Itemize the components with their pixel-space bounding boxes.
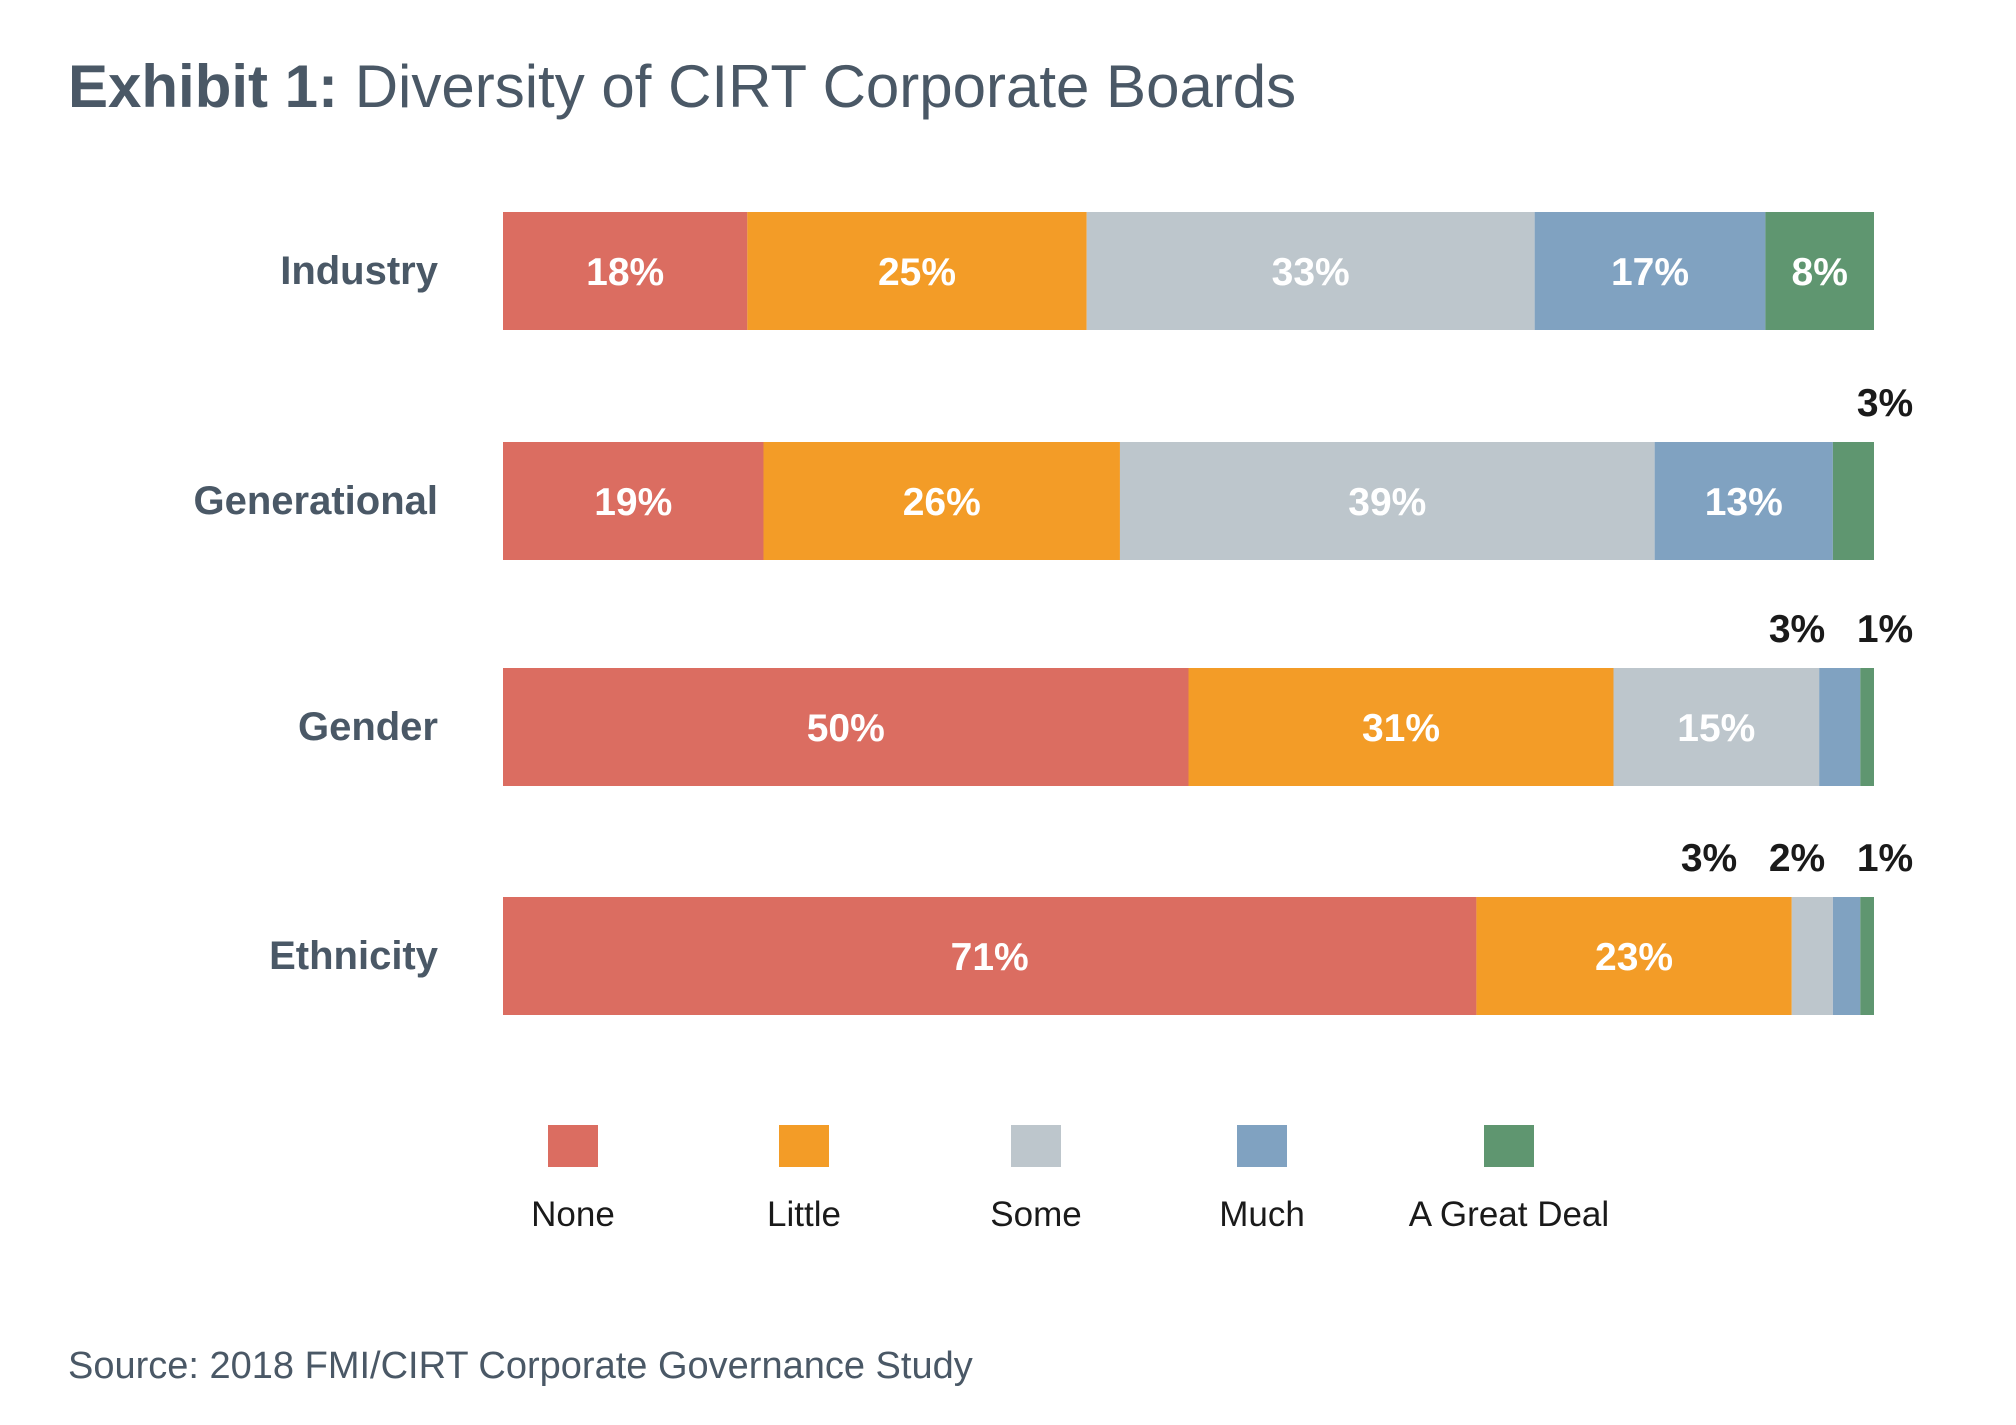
- value-label-industry-much: 17%: [1611, 251, 1689, 294]
- legend-swatch-none: [548, 1125, 598, 1167]
- value-label-gender-some: 15%: [1677, 707, 1755, 750]
- value-label-ethnicity-little: 23%: [1595, 936, 1673, 979]
- bar-generational-none: [503, 442, 764, 560]
- legend-label-little: Little: [767, 1195, 841, 1234]
- value-label-industry-little: 25%: [878, 251, 956, 294]
- bar-generational-some: [1119, 442, 1655, 560]
- chart-title: Exhibit 1: Diversity of CIRT Corporate B…: [68, 52, 1296, 121]
- value-label-generational-much: 13%: [1705, 481, 1783, 524]
- bar-industry-little: [747, 212, 1087, 330]
- value-label-industry-none: 18%: [586, 251, 664, 294]
- value-label-ethnicity-none: 71%: [951, 936, 1029, 979]
- bar-generational-little: [763, 442, 1120, 560]
- category-label-gender: Gender: [298, 705, 438, 749]
- bar-ethnicity-none: [503, 897, 1477, 1015]
- legend-label-a-great-deal: A Great Deal: [1409, 1195, 1609, 1234]
- value-label-gender-a-great-deal: 1%: [1857, 608, 1913, 651]
- bar-ethnicity-some: [1791, 897, 1833, 1015]
- legend-label-some: Some: [990, 1195, 1081, 1234]
- value-label-industry-a-great-deal: 8%: [1792, 251, 1848, 294]
- bar-ethnicity-little: [1476, 897, 1792, 1015]
- bar-gender-none: [503, 668, 1189, 786]
- legend-label-none: None: [531, 1195, 615, 1234]
- value-label-gender-little: 31%: [1362, 707, 1440, 750]
- value-label-gender-none: 50%: [807, 707, 885, 750]
- bar-gender-little: [1188, 668, 1614, 786]
- value-label-ethnicity-some: 3%: [1681, 837, 1737, 880]
- legend-swatch-much: [1237, 1125, 1287, 1167]
- category-label-industry: Industry: [280, 249, 439, 293]
- bar-generational-much: [1654, 442, 1833, 560]
- value-label-ethnicity-much: 2%: [1769, 837, 1825, 880]
- source-note: Source: 2018 FMI/CIRT Corporate Governan…: [68, 1345, 973, 1387]
- legend-swatch-little: [779, 1125, 829, 1167]
- category-label-generational: Generational: [193, 479, 438, 523]
- bar-industry-none: [503, 212, 748, 330]
- value-label-generational-little: 26%: [903, 481, 981, 524]
- value-label-industry-some: 33%: [1272, 251, 1350, 294]
- value-label-generational-none: 19%: [594, 481, 672, 524]
- bar-gender-much: [1819, 668, 1861, 786]
- chart-title-lead: Exhibit 1:: [68, 53, 339, 120]
- value-label-gender-much: 3%: [1769, 608, 1825, 651]
- bar-gender-a-great-deal: [1860, 668, 1874, 786]
- chart-title-text: Diversity of CIRT Corporate Boards: [354, 53, 1297, 120]
- bar-industry-much: [1534, 212, 1766, 330]
- legend-swatch-some: [1011, 1125, 1061, 1167]
- legend-swatch-a-great-deal: [1484, 1125, 1534, 1167]
- value-label-generational-some: 39%: [1348, 481, 1426, 524]
- bar-gender-some: [1613, 668, 1820, 786]
- bar-industry-a-great-deal: [1765, 212, 1874, 330]
- bar-generational-a-great-deal: [1832, 442, 1874, 560]
- value-label-generational-a-great-deal: 3%: [1857, 382, 1913, 425]
- bar-industry-some: [1086, 212, 1535, 330]
- bar-ethnicity-a-great-deal: [1860, 897, 1874, 1015]
- bar-ethnicity-much: [1832, 897, 1861, 1015]
- legend-label-much: Much: [1219, 1195, 1305, 1234]
- value-label-ethnicity-a-great-deal: 1%: [1857, 837, 1913, 880]
- category-label-ethnicity: Ethnicity: [269, 934, 439, 978]
